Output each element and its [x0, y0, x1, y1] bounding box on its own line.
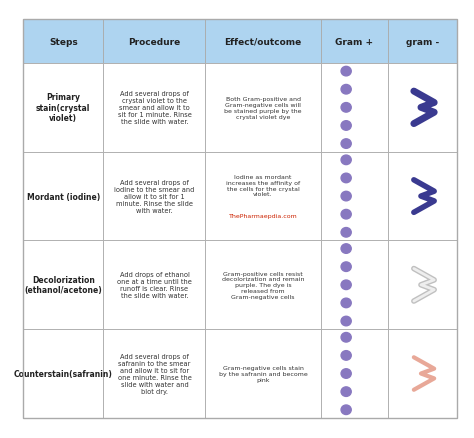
FancyBboxPatch shape — [103, 152, 206, 241]
Text: Effect/outcome: Effect/outcome — [224, 38, 301, 46]
Text: Gram-negative cells stain
by the safranin and become
pink: Gram-negative cells stain by the safrani… — [219, 365, 308, 382]
Text: Procedure: Procedure — [128, 38, 181, 46]
FancyBboxPatch shape — [388, 329, 457, 418]
Circle shape — [341, 67, 351, 77]
FancyBboxPatch shape — [103, 329, 206, 418]
FancyBboxPatch shape — [103, 64, 206, 152]
FancyBboxPatch shape — [23, 20, 103, 64]
Circle shape — [341, 298, 351, 308]
FancyBboxPatch shape — [320, 329, 388, 418]
FancyBboxPatch shape — [103, 20, 206, 64]
FancyBboxPatch shape — [320, 241, 388, 329]
Text: Counterstain(safranin): Counterstain(safranin) — [14, 369, 113, 378]
Circle shape — [341, 387, 351, 396]
Text: Gram +: Gram + — [335, 38, 374, 46]
Circle shape — [341, 210, 351, 219]
Text: Steps: Steps — [49, 38, 78, 46]
Circle shape — [341, 333, 351, 342]
FancyBboxPatch shape — [206, 241, 320, 329]
Circle shape — [341, 351, 351, 360]
FancyBboxPatch shape — [388, 241, 457, 329]
Circle shape — [341, 121, 351, 131]
FancyBboxPatch shape — [388, 20, 457, 64]
FancyBboxPatch shape — [23, 329, 103, 418]
Circle shape — [341, 228, 351, 237]
Text: Both Gram-positive and
Gram-negative cells will
be stained purple by the
crystal: Both Gram-positive and Gram-negative cel… — [224, 97, 302, 119]
Text: Add drops of ethanol
one at a time until the
runoff is clear. Rinse
the slide wi: Add drops of ethanol one at a time until… — [117, 272, 192, 299]
Text: Decolorization
(ethanol/acetone): Decolorization (ethanol/acetone) — [24, 276, 102, 295]
Circle shape — [341, 280, 351, 290]
Circle shape — [341, 192, 351, 201]
FancyBboxPatch shape — [320, 152, 388, 241]
FancyBboxPatch shape — [103, 241, 206, 329]
Text: Iodine as mordant
increases the affinity of
the cells for the crystal
violet.: Iodine as mordant increases the affinity… — [226, 175, 300, 197]
Text: Primary
stain(crystal
violet): Primary stain(crystal violet) — [36, 93, 91, 123]
Text: Add several drops of
crystal violet to the
smear and allow it to
sit for 1 minut: Add several drops of crystal violet to t… — [118, 91, 191, 125]
FancyBboxPatch shape — [388, 64, 457, 152]
FancyBboxPatch shape — [388, 152, 457, 241]
FancyBboxPatch shape — [206, 20, 320, 64]
Text: Add several drops of
safranin to the smear
and allow it to sit for
one minute. R: Add several drops of safranin to the sme… — [118, 353, 191, 394]
Text: Mordant (iodine): Mordant (iodine) — [27, 192, 100, 201]
Circle shape — [341, 103, 351, 113]
Circle shape — [341, 156, 351, 165]
Text: Add several drops of
iodine to the smear and
allow it to sit for 1
minute. Rinse: Add several drops of iodine to the smear… — [114, 180, 195, 214]
Circle shape — [341, 405, 351, 415]
FancyBboxPatch shape — [206, 329, 320, 418]
FancyBboxPatch shape — [206, 152, 320, 241]
FancyBboxPatch shape — [23, 241, 103, 329]
Text: ThePharmaepdia.com: ThePharmaepdia.com — [228, 214, 297, 219]
Text: gram -: gram - — [406, 38, 439, 46]
FancyBboxPatch shape — [320, 64, 388, 152]
Circle shape — [341, 174, 351, 183]
Circle shape — [341, 139, 351, 149]
FancyBboxPatch shape — [320, 20, 388, 64]
Circle shape — [341, 317, 351, 326]
FancyBboxPatch shape — [23, 64, 103, 152]
Circle shape — [341, 262, 351, 272]
Circle shape — [341, 85, 351, 95]
Circle shape — [341, 369, 351, 378]
Circle shape — [341, 244, 351, 254]
FancyBboxPatch shape — [206, 64, 320, 152]
FancyBboxPatch shape — [23, 152, 103, 241]
Text: Gram-positive cells resist
decolorization and remain
purple. The dye is
released: Gram-positive cells resist decolorizatio… — [222, 271, 304, 299]
